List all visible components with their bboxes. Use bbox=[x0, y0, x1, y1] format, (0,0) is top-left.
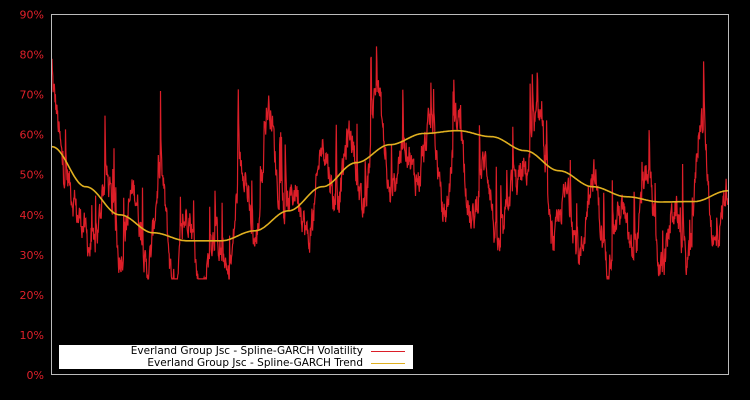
y-axis-ticks: 0% 10% 20% 30% 40% 50% 60% 70% 80% 90% bbox=[20, 9, 44, 383]
y-tick-label: 70% bbox=[20, 89, 44, 102]
trend-line bbox=[51, 129, 729, 242]
y-tick-label: 30% bbox=[20, 249, 44, 262]
volatility-line bbox=[51, 46, 729, 280]
y-tick-label: 90% bbox=[20, 9, 44, 22]
legend-item-trend: Everland Group Jsc - Spline-GARCH Trend bbox=[147, 357, 413, 369]
y-tick-label: 0% bbox=[27, 369, 44, 382]
y-tick-label: 50% bbox=[20, 169, 44, 182]
y-tick-label: 20% bbox=[20, 289, 44, 302]
legend-label-volatility: Everland Group Jsc - Spline-GARCH Volati… bbox=[130, 345, 363, 357]
plot-frame bbox=[51, 14, 729, 375]
chart-legend: Everland Group Jsc - Spline-GARCH Volati… bbox=[59, 345, 413, 369]
y-tick-label: 10% bbox=[20, 329, 44, 342]
y-tick-label: 80% bbox=[20, 49, 44, 62]
legend-swatch-volatility bbox=[371, 350, 405, 352]
legend-swatch-trend bbox=[371, 362, 405, 364]
legend-item-volatility: Everland Group Jsc - Spline-GARCH Volati… bbox=[131, 345, 413, 357]
legend-label-trend: Everland Group Jsc - Spline-GARCH Trend bbox=[147, 357, 363, 369]
y-tick-label: 40% bbox=[20, 209, 44, 222]
y-tick-label: 60% bbox=[20, 129, 44, 142]
